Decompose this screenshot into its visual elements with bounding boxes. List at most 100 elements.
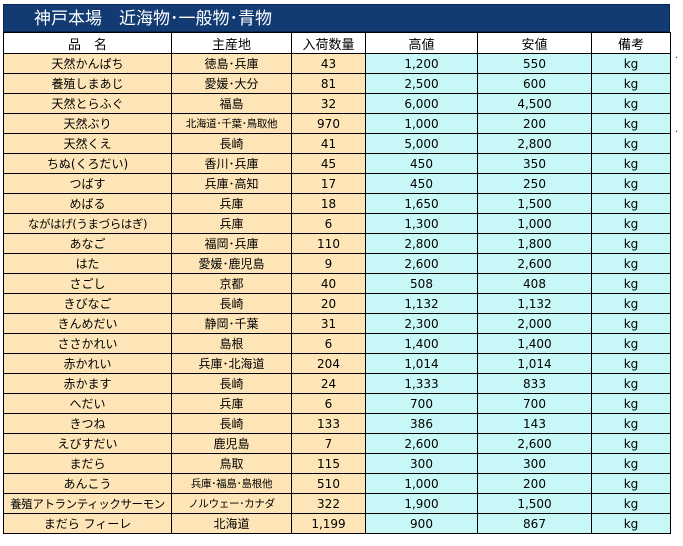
cell-name: 赤かます <box>3 373 172 394</box>
cell-high-price: 1,333 <box>365 373 478 394</box>
cell-high-price: 508 <box>365 273 478 294</box>
cell-origin: 兵庫 <box>171 193 292 214</box>
cell-unit: kg <box>591 53 671 74</box>
cell-high-price: 2,800 <box>365 233 478 254</box>
cell-low-price: 1,500 <box>477 493 592 514</box>
cell-quantity: 7 <box>291 433 366 454</box>
cell-name: きびなご <box>3 293 172 314</box>
cell-name: 天然かんぱち <box>3 53 172 74</box>
cell-origin: 京都 <box>171 273 292 294</box>
table-row: さごし 京都 40 508 408 kg <box>3 273 671 294</box>
table-row: まだら フィーレ 北海道 1,199 900 867 kg <box>3 513 671 534</box>
table-row: 天然くえ 長崎 41 5,000 2,800 kg <box>3 133 671 154</box>
cell-name: はた <box>3 253 172 274</box>
cell-name: まだら <box>3 453 172 474</box>
cell-name: ながはげ(うまづらはぎ) <box>3 213 172 234</box>
table-row: ささかれい 島根 6 1,400 1,400 kg <box>3 333 671 354</box>
table-row: あなご 福岡･兵庫 110 2,800 1,800 kg <box>3 233 671 254</box>
cell-quantity: 9 <box>291 253 366 274</box>
cell-name: つばす <box>3 173 172 194</box>
cell-high-price: 300 <box>365 453 478 474</box>
cell-quantity: 45 <box>291 153 366 174</box>
cell-quantity: 31 <box>291 313 366 334</box>
cell-unit: kg <box>591 73 671 94</box>
cell-high-price: 5,000 <box>365 133 478 154</box>
cell-origin: 兵庫 <box>171 213 292 234</box>
cell-unit: kg <box>591 433 671 454</box>
cell-low-price: 200 <box>477 473 592 494</box>
table-row: 養殖しまあじ 愛媛･大分 81 2,500 600 kg <box>3 73 671 94</box>
cell-high-price: 700 <box>365 393 478 414</box>
edge-mark: . <box>675 124 679 135</box>
cell-quantity: 1,199 <box>291 513 366 534</box>
cell-quantity: 970 <box>291 113 366 134</box>
cell-quantity: 6 <box>291 393 366 414</box>
cell-origin: 徳島･兵庫 <box>171 53 292 74</box>
cell-unit: kg <box>591 393 671 414</box>
cell-high-price: 1,650 <box>365 193 478 214</box>
cell-unit: kg <box>591 253 671 274</box>
column-header-quantity: 入荷数量 <box>291 32 366 54</box>
cell-low-price: 300 <box>477 453 592 474</box>
cell-quantity: 17 <box>291 173 366 194</box>
cell-origin: 北海道･千葉･鳥取他 <box>171 113 292 134</box>
cell-quantity: 24 <box>291 373 366 394</box>
table-row: まだら 鳥取 115 300 300 kg <box>3 453 671 474</box>
table-row: 養殖アトランティックサーモン ノルウェー･カナダ 322 1,900 1,500 kg <box>3 493 671 514</box>
table-row: えびすだい 鹿児島 7 2,600 2,600 kg <box>3 433 671 454</box>
cell-quantity: 40 <box>291 273 366 294</box>
cell-unit: kg <box>591 113 671 134</box>
cell-name: 天然くえ <box>3 133 172 154</box>
column-header-origin: 主産地 <box>171 32 292 54</box>
cell-unit: kg <box>591 133 671 154</box>
table-row: ちぬ(くろだい) 香川･兵庫 45 450 350 kg <box>3 153 671 174</box>
cell-unit: kg <box>591 293 671 314</box>
cell-origin: 長崎 <box>171 293 292 314</box>
cell-high-price: 1,900 <box>365 493 478 514</box>
cell-low-price: 1,800 <box>477 233 592 254</box>
cell-unit: kg <box>591 93 671 114</box>
price-sheet: 神戸本場 近海物･一般物･青物 品 名 主産地 入荷数量 高値 安値 備考 天然… <box>3 4 671 534</box>
cell-low-price: 1,000 <box>477 213 592 234</box>
cell-high-price: 1,400 <box>365 333 478 354</box>
cell-name: きつね <box>3 413 172 434</box>
cell-quantity: 18 <box>291 193 366 214</box>
cell-origin: ノルウェー･カナダ <box>171 493 292 514</box>
cell-origin: 長崎 <box>171 413 292 434</box>
cell-quantity: 41 <box>291 133 366 154</box>
cell-unit: kg <box>591 353 671 374</box>
cell-high-price: 2,500 <box>365 73 478 94</box>
cell-name: えびすだい <box>3 433 172 454</box>
cell-high-price: 2,300 <box>365 313 478 334</box>
cell-unit: kg <box>591 173 671 194</box>
cell-origin: 香川･兵庫 <box>171 153 292 174</box>
cell-name: ささかれい <box>3 333 172 354</box>
column-header-remarks: 備考 <box>591 32 671 54</box>
cell-low-price: 1,014 <box>477 353 592 374</box>
table-header-row: 品 名 主産地 入荷数量 高値 安値 備考 <box>3 32 671 54</box>
cell-unit: kg <box>591 213 671 234</box>
cell-name: きんめだい <box>3 313 172 334</box>
cell-low-price: 867 <box>477 513 592 534</box>
cell-low-price: 2,600 <box>477 253 592 274</box>
cell-quantity: 510 <box>291 473 366 494</box>
table-row: ながはげ(うまづらはぎ) 兵庫 6 1,300 1,000 kg <box>3 213 671 234</box>
cell-high-price: 2,600 <box>365 253 478 274</box>
cell-unit: kg <box>591 493 671 514</box>
cell-low-price: 200 <box>477 113 592 134</box>
cell-quantity: 204 <box>291 353 366 374</box>
cell-low-price: 550 <box>477 53 592 74</box>
cell-low-price: 833 <box>477 373 592 394</box>
table-row: きびなご 長崎 20 1,132 1,132 kg <box>3 293 671 314</box>
cell-name: 養殖しまあじ <box>3 73 172 94</box>
cell-name: まだら フィーレ <box>3 513 172 534</box>
cell-origin: 兵庫･高知 <box>171 173 292 194</box>
cell-low-price: 2,000 <box>477 313 592 334</box>
cell-low-price: 250 <box>477 173 592 194</box>
edge-mark: . <box>675 50 679 61</box>
cell-high-price: 1,000 <box>365 113 478 134</box>
cell-origin: 福島 <box>171 93 292 114</box>
table-row: へだい 兵庫 6 700 700 kg <box>3 393 671 414</box>
cell-name: さごし <box>3 273 172 294</box>
cell-name: 赤かれい <box>3 353 172 374</box>
